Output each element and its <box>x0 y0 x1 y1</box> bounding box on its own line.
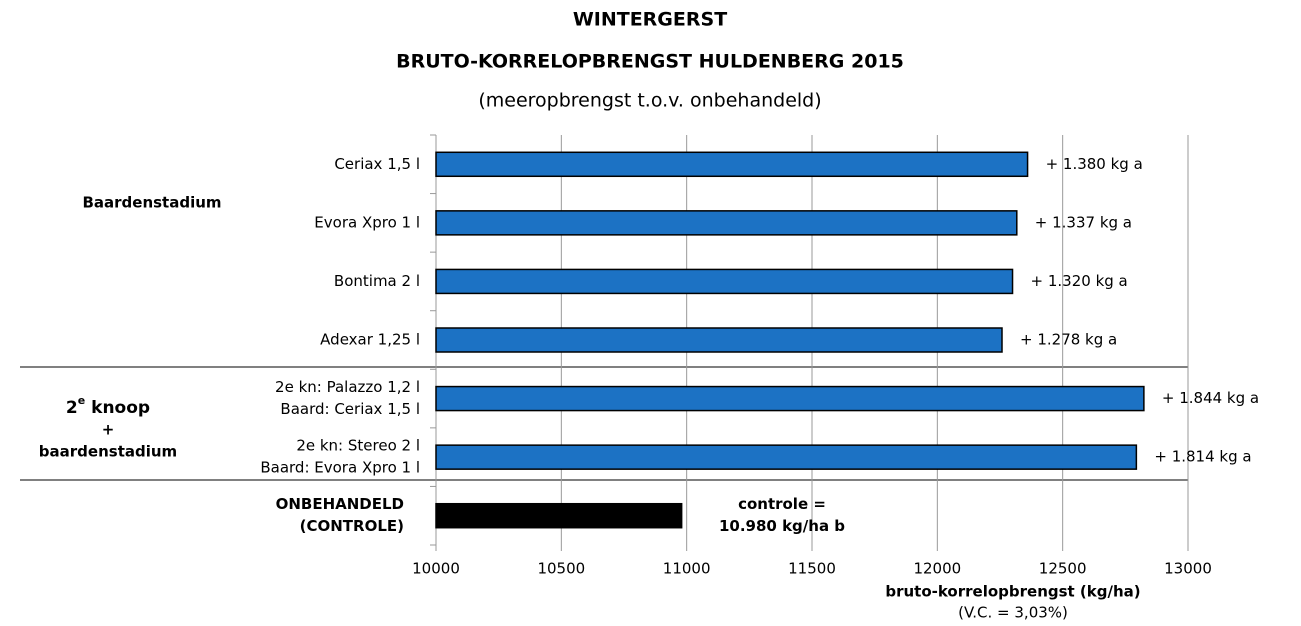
y-tick-label: (CONTROLE) <box>300 517 404 535</box>
chart-subtitle: (meeropbrengst t.o.v. onbehandeld) <box>478 90 821 112</box>
bar-annotation: + 1.337 kg a <box>1035 213 1132 231</box>
bar <box>435 268 1014 295</box>
x-tick-label: 13000 <box>1164 560 1212 578</box>
x-tick-label: 10000 <box>412 560 460 578</box>
bar-annotation: controle = <box>738 495 826 513</box>
x-axis-note: (V.C. = 3,03%) <box>958 604 1068 622</box>
chart-title: WINTERGERST <box>573 9 727 31</box>
chart-subtitle: BRUTO-KORRELOPBRENGST HULDENBERG 2015 <box>396 51 904 73</box>
y-tick-label: Baard: Ceriax 1,5 l <box>280 400 420 418</box>
bar-annotation: + 1.844 kg a <box>1162 389 1259 407</box>
y-tick-label: Bontima 2 l <box>334 272 420 290</box>
bar-annotation: + 1.278 kg a <box>1020 331 1117 349</box>
x-tick-label: 10500 <box>537 560 585 578</box>
x-tick-label: 12500 <box>1039 560 1087 578</box>
bar-annotation: 10.980 kg/ha b <box>719 517 845 535</box>
x-tick-label: 12000 <box>913 560 961 578</box>
bar <box>435 210 1018 236</box>
bar-annotation: + 1.814 kg a <box>1154 448 1251 466</box>
bar <box>435 151 1029 178</box>
y-tick-label: ONBEHANDELD <box>276 495 404 513</box>
group-label: baardenstadium <box>39 443 177 461</box>
y-tick-label: Adexar 1,25 l <box>320 331 420 349</box>
bar <box>435 444 1138 470</box>
y-tick-label: Ceriax 1,5 l <box>334 155 420 173</box>
group-label-part: knoop <box>85 398 150 418</box>
group-label-part: e <box>78 394 85 407</box>
y-tick-label: 2e kn: Palazzo 1,2 l <box>275 378 420 396</box>
bar <box>435 327 1003 353</box>
y-tick-label: 2e kn: Stereo 2 l <box>296 437 420 455</box>
bar <box>435 385 1145 412</box>
x-axis-title: bruto-korrelopbrengst (kg/ha) <box>885 583 1140 601</box>
group-label: Baardenstadium <box>82 194 221 212</box>
group-label: + <box>102 421 115 439</box>
y-tick-label: Evora Xpro 1 l <box>314 213 420 231</box>
bar-annotation: + 1.380 kg a <box>1046 155 1143 173</box>
x-tick-label: 11000 <box>663 560 711 578</box>
bar <box>435 502 683 529</box>
group-label-part: 2 <box>66 398 78 418</box>
x-tick-label: 11500 <box>788 560 836 578</box>
bar-annotation: + 1.320 kg a <box>1031 272 1128 290</box>
group-label: 2e knoop <box>66 394 150 418</box>
y-tick-label: Baard: Evora Xpro 1 l <box>260 459 420 477</box>
